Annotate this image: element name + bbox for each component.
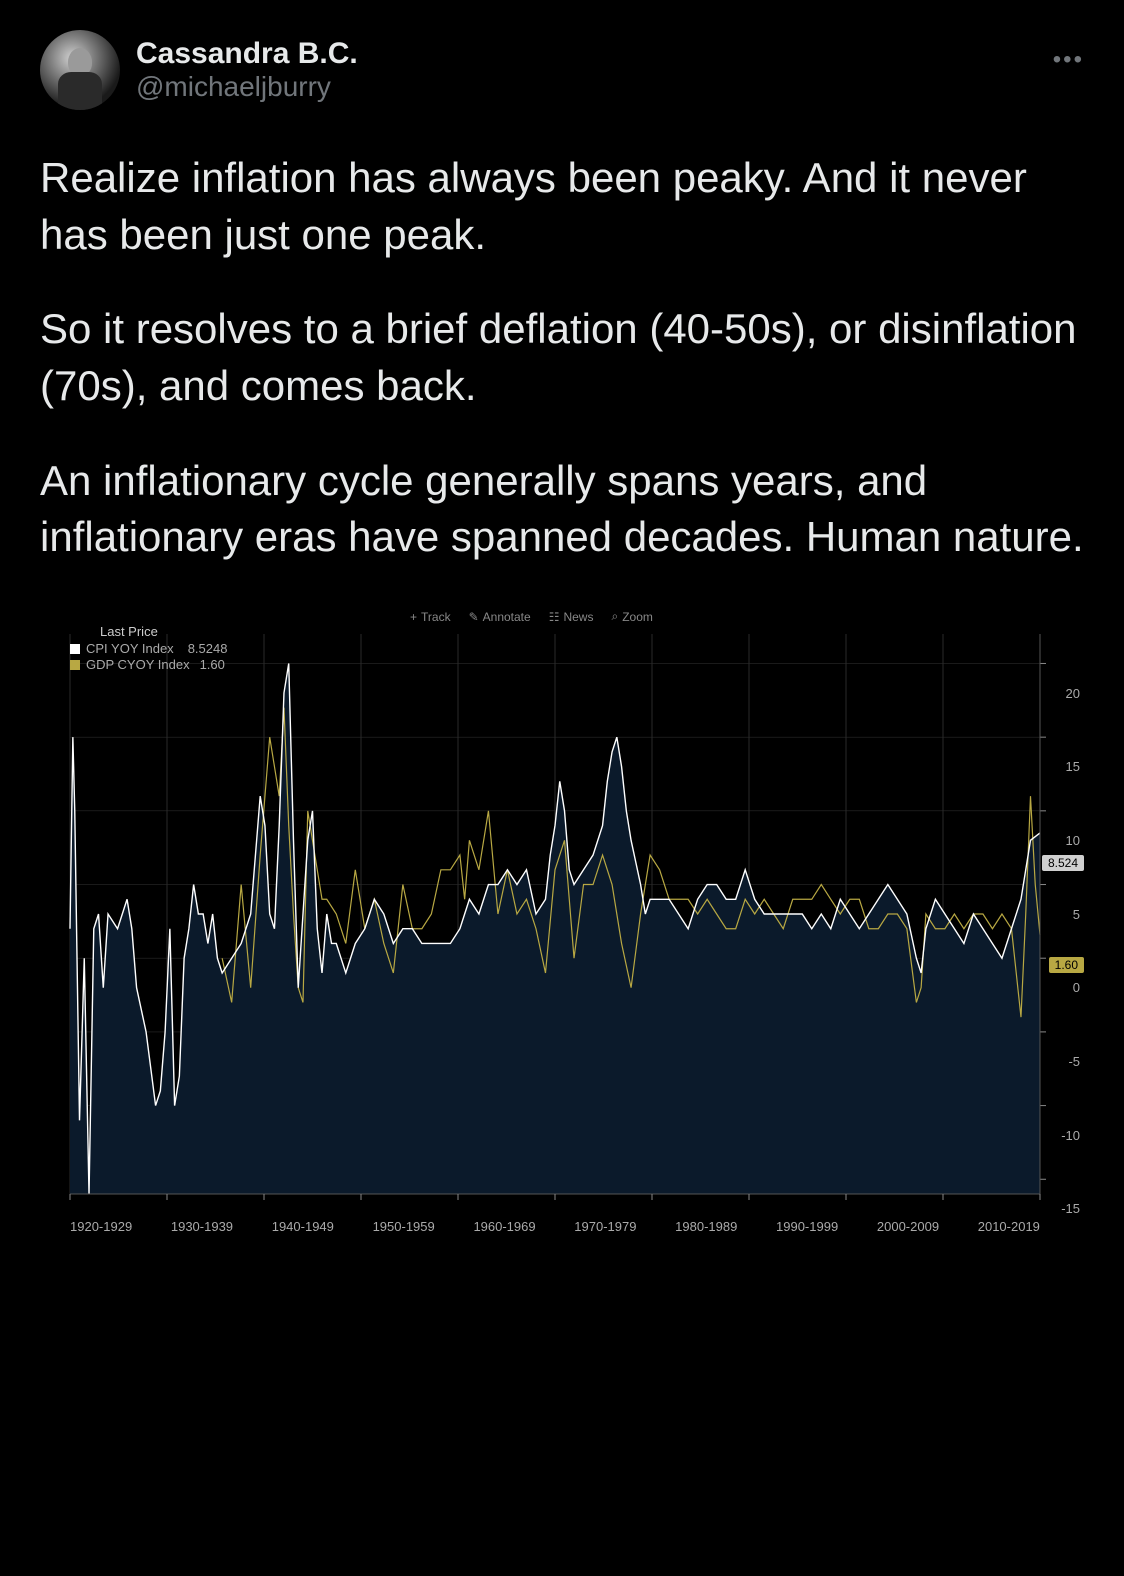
y-tick-label: -15: [1061, 1201, 1080, 1216]
x-tick-label: 1960-1969: [473, 1219, 535, 1234]
x-tick-label: 1930-1939: [171, 1219, 233, 1234]
toolbar-news[interactable]: ☷ News: [549, 609, 594, 624]
y-tick-label: -5: [1068, 1054, 1080, 1069]
display-name[interactable]: Cassandra B.C.: [136, 37, 358, 71]
legend-row: GDP CYOY Index 1.60: [70, 657, 227, 673]
toolbar-track[interactable]: + Track: [410, 609, 451, 624]
toolbar-zoom[interactable]: ⌕ Zoom: [611, 609, 652, 624]
chart-toolbar: + Track ✎ Annotate ☷ News ⌕ Zoom: [410, 609, 653, 624]
value-marker: 8.524: [1042, 855, 1084, 871]
toolbar-annotate[interactable]: ✎ Annotate: [469, 609, 531, 624]
author-names: Cassandra B.C. @michaeljburry: [136, 37, 358, 103]
tweet-header: Cassandra B.C. @michaeljburry •••: [40, 30, 1084, 110]
y-tick-label: 10: [1066, 833, 1080, 848]
chart-svg: [40, 604, 1084, 1214]
avatar[interactable]: [40, 30, 120, 110]
legend-title: Last Price: [70, 624, 227, 639]
tweet-paragraph: Realize inflation has always been peaky.…: [40, 150, 1084, 263]
legend-swatch: [70, 644, 80, 654]
y-axis-labels: -15-10-505101520: [1044, 634, 1084, 1194]
legend-value: 8.5248: [188, 641, 228, 657]
x-axis-labels: 1920-1929 1930-1939 1940-1949 1950-1959 1960…: [70, 1219, 1040, 1234]
chart-container: Last Price CPI YOY Index 8.5248 GDP CYOY…: [40, 604, 1084, 1234]
legend-label: GDP CYOY Index: [86, 657, 190, 673]
handle[interactable]: @michaeljburry: [136, 71, 358, 103]
value-marker: 1.60: [1049, 957, 1084, 973]
more-icon[interactable]: •••: [1053, 46, 1084, 74]
x-tick-label: 2010-2019: [978, 1219, 1040, 1234]
y-tick-label: -10: [1061, 1128, 1080, 1143]
tweet-paragraph: So it resolves to a brief deflation (40-…: [40, 301, 1084, 414]
x-tick-label: 1920-1929: [70, 1219, 132, 1234]
x-tick-label: 1970-1979: [574, 1219, 636, 1234]
tweet-paragraph: An inflationary cycle generally spans ye…: [40, 453, 1084, 566]
tweet-container: Cassandra B.C. @michaeljburry ••• Realiz…: [0, 0, 1124, 1264]
legend-value: 1.60: [200, 657, 225, 673]
legend-swatch: [70, 660, 80, 670]
x-tick-label: 1990-1999: [776, 1219, 838, 1234]
tweet-text: Realize inflation has always been peaky.…: [40, 150, 1084, 566]
legend-row: CPI YOY Index 8.5248: [70, 641, 227, 657]
x-tick-label: 1980-1989: [675, 1219, 737, 1234]
x-tick-label: 1950-1959: [373, 1219, 435, 1234]
y-tick-label: 15: [1066, 759, 1080, 774]
x-tick-label: 1940-1949: [272, 1219, 334, 1234]
x-tick-label: 2000-2009: [877, 1219, 939, 1234]
legend-label: CPI YOY Index: [86, 641, 174, 657]
y-tick-label: 0: [1073, 980, 1080, 995]
chart-legend: Last Price CPI YOY Index 8.5248 GDP CYOY…: [70, 624, 227, 672]
y-tick-label: 20: [1066, 686, 1080, 701]
y-tick-label: 5: [1073, 907, 1080, 922]
